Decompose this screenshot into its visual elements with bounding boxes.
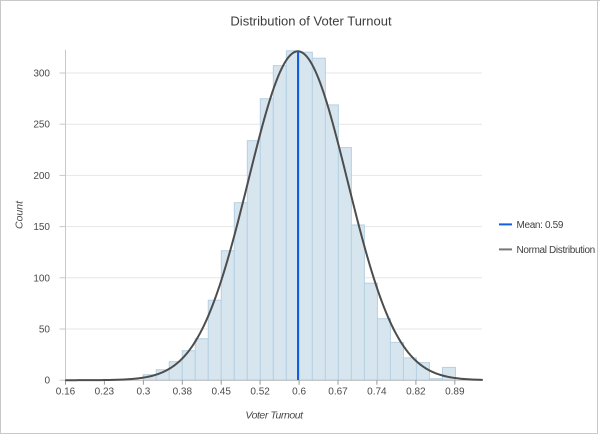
svg-text:0.45: 0.45 — [211, 387, 231, 398]
svg-text:0.89: 0.89 — [445, 387, 465, 398]
svg-text:Normal Distribution: Normal Distribution — [517, 245, 595, 256]
svg-text:Distribution of Voter Turnout: Distribution of Voter Turnout — [230, 14, 392, 29]
svg-text:100: 100 — [33, 273, 50, 284]
svg-text:Voter Turnout: Voter Turnout — [245, 410, 304, 422]
svg-text:250: 250 — [33, 120, 50, 131]
svg-text:0.52: 0.52 — [250, 387, 270, 398]
svg-text:50: 50 — [39, 325, 51, 336]
svg-text:0.23: 0.23 — [95, 387, 115, 398]
svg-text:0: 0 — [44, 376, 50, 387]
svg-text:0.67: 0.67 — [328, 387, 348, 398]
svg-text:0.38: 0.38 — [173, 387, 193, 398]
svg-text:150: 150 — [33, 222, 50, 233]
svg-text:0.82: 0.82 — [406, 387, 426, 398]
svg-text:300: 300 — [33, 69, 50, 80]
svg-text:0.6: 0.6 — [292, 387, 306, 398]
svg-text:0.16: 0.16 — [56, 387, 76, 398]
svg-text:200: 200 — [33, 171, 50, 182]
svg-text:Count: Count — [14, 200, 26, 229]
svg-text:Mean: 0.59: Mean: 0.59 — [517, 220, 564, 231]
svg-text:0.3: 0.3 — [136, 387, 150, 398]
svg-text:0.74: 0.74 — [367, 387, 387, 398]
